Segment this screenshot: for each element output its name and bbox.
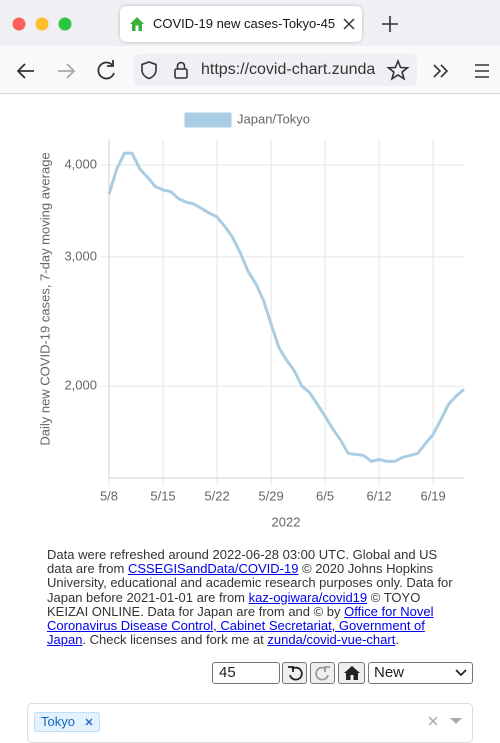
menu[interactable] — [475, 64, 489, 78]
y-tick-label: 2,000 — [64, 378, 97, 393]
y-tick-label: 4,000 — [64, 156, 97, 171]
footer-text-part: © 2020 Johns Hopkins University, educati… — [47, 561, 453, 605]
data-line — [107, 151, 465, 463]
new-tab[interactable] — [380, 14, 400, 34]
footer-text: Data were refreshed around 2022-06-28 03… — [47, 547, 459, 648]
redo-button[interactable] — [310, 662, 335, 684]
footer-text-part: © TOYO KEIZAI ONLINE. Data for Japan are… — [47, 589, 421, 619]
home-icon — [343, 666, 360, 680]
undo-icon — [287, 666, 303, 681]
url-text: https://covid-chart.zunda — [201, 61, 376, 78]
tag-select[interactable]: Tokyo — [27, 703, 473, 743]
footer-link[interactable]: Office for Novel Coronavirus Disease Con… — [47, 603, 434, 648]
y-tick-label: 3,000 — [64, 248, 97, 263]
nav-buttons — [16, 60, 115, 80]
tag: Tokyo — [34, 712, 100, 732]
undo-button[interactable] — [282, 662, 307, 684]
tab-title: COVID-19 new cases-Tokyo-45 — [153, 16, 336, 31]
tag-label: Tokyo — [41, 714, 75, 729]
x-tick-label: 6/12 — [366, 488, 391, 503]
forward[interactable] — [58, 63, 76, 79]
footer-link[interactable]: kaz-ogiwara/covid19 — [248, 589, 368, 605]
footer-text-part: Data were refreshed around 2022-06-28 03… — [47, 547, 438, 577]
footer-text-part: . — [395, 632, 399, 648]
x-tick-label: 6/5 — [316, 488, 334, 503]
bookmark[interactable] — [386, 58, 410, 81]
overflow[interactable] — [433, 64, 449, 78]
mode-select[interactable]: New — [368, 662, 473, 684]
y-axis-title: Daily new COVID-19 cases, 7-day moving a… — [37, 152, 52, 445]
legend-label: Japan/Tokyo — [237, 111, 310, 126]
nav-bar: https://covid-chart.zunda — [0, 46, 500, 94]
x-tick-label: 6/19 — [420, 488, 445, 503]
select-arrow — [455, 669, 467, 677]
reload[interactable] — [97, 60, 115, 80]
zoom-window[interactable] — [58, 17, 72, 31]
x-tick-label: 5/15 — [150, 488, 175, 503]
footer-link[interactable]: zunda/covid-vue-chart — [267, 632, 396, 648]
footer-link[interactable]: CSSEGISandData/COVID-19 — [127, 561, 299, 577]
x-tick-label: 5/29 — [258, 488, 283, 503]
days-value: 45 — [219, 664, 236, 681]
redo-icon — [314, 666, 330, 681]
x-tick-label: 5/8 — [100, 488, 118, 503]
tag-select-icons — [428, 716, 462, 726]
window-buttons — [12, 17, 72, 31]
close-window[interactable] — [12, 17, 26, 31]
x-axis-title: 2022 — [272, 514, 301, 529]
url-icons — [141, 61, 188, 80]
toolbar-icons — [386, 58, 489, 81]
tab[interactable]: COVID-19 new cases-Tokyo-45 — [120, 6, 362, 42]
url-bar[interactable]: https://covid-chart.zunda — [134, 54, 417, 86]
mode-value: New — [374, 664, 405, 681]
legend-swatch — [184, 112, 232, 128]
chart: Daily new COVID-19 cases, 7-day moving a… — [37, 111, 465, 529]
home-button[interactable] — [338, 662, 365, 684]
tag-remove[interactable] — [85, 718, 93, 726]
minimize-window[interactable] — [35, 17, 49, 31]
back[interactable] — [16, 63, 34, 79]
tab-bar: COVID-19 new cases-Tokyo-45 — [0, 0, 500, 46]
tab-icon — [130, 17, 144, 31]
days-input[interactable]: 45 — [212, 662, 280, 684]
x-tick-label: 5/22 — [204, 488, 229, 503]
tab-close[interactable] — [342, 17, 356, 31]
footer-text-part: . Check licenses and fork me at — [82, 632, 268, 648]
